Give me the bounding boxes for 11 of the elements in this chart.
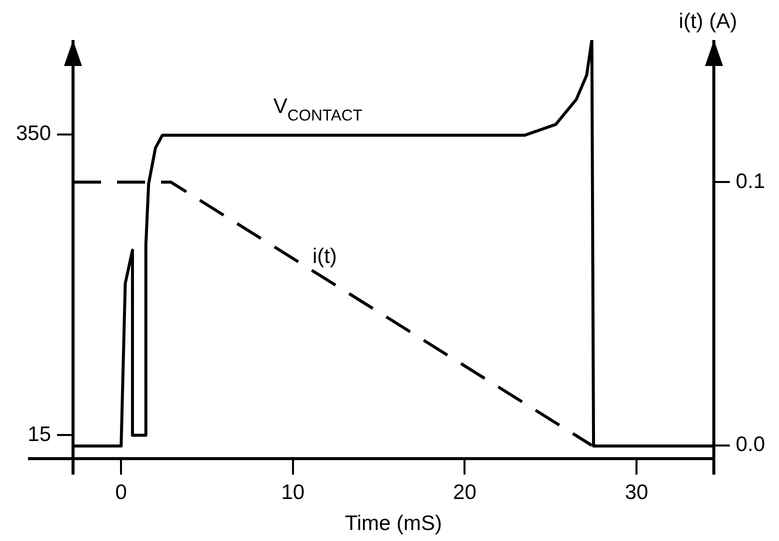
x-tick-label: 30 (624, 480, 648, 504)
y-tick-label: 15 (28, 423, 52, 446)
x-tick-label: 10 (281, 480, 305, 504)
x-axis-title: Time (mS) (344, 512, 442, 536)
y-tick-label: 350 (16, 122, 52, 146)
x-tick-label: 0 (115, 480, 127, 504)
series-label: i(t) (312, 245, 337, 268)
y2-tick-label: 0.1 (736, 170, 766, 193)
y2-axis-title: i(t) (A) (678, 10, 738, 33)
x-tick-label: 20 (453, 480, 476, 504)
y2-tick-label: 0.0 (736, 433, 766, 456)
